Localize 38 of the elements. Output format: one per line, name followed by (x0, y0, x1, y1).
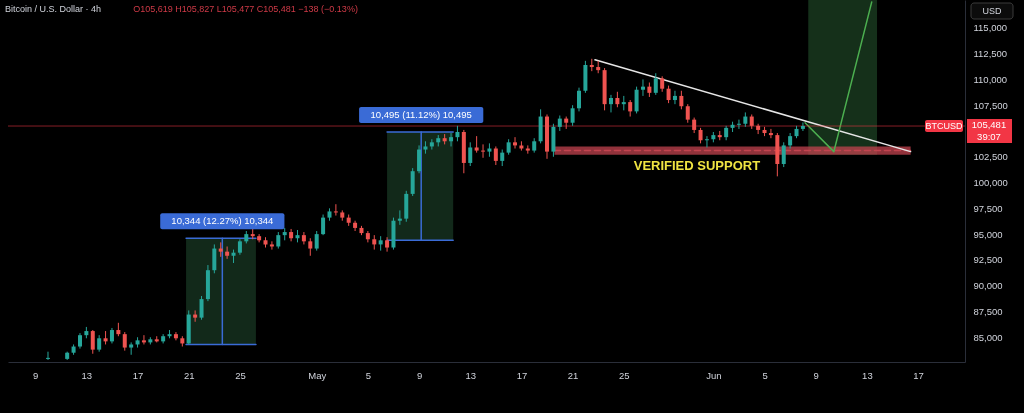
y-tick-label: 112,500 (973, 48, 1008, 60)
x-tick-label: 13 (465, 369, 477, 381)
x-tick-label: 5 (762, 369, 768, 381)
chart-subtitle: O105,619 H105,827 L105,477 C105,481 −138 (−0.13%) (133, 4, 358, 14)
x-tick-label: 13 (862, 369, 873, 381)
y-axis-title: USD (982, 6, 1002, 16)
y-tick-label: 100,000 (973, 177, 1008, 189)
y-tick-label: 92,500 (973, 254, 1003, 266)
y-tick-label: 97,500 (973, 202, 1003, 214)
y-tick-label: 115,000 (973, 22, 1008, 34)
x-tick-label: 25 (235, 369, 246, 381)
series-label: 10,344 (12.27%) 10,344 (171, 215, 274, 227)
series-label: VERIFIED SUPPORT (633, 157, 761, 173)
series-label: 10,495 (11.12%) 10,495 (370, 109, 472, 121)
y-tick-label: 102,500 (973, 151, 1008, 163)
ref-line-label: BTCUSD (925, 121, 963, 132)
x-tick-label: 9 (416, 369, 423, 381)
x-tick-label: 9 (33, 369, 39, 381)
chart-title: Bitcoin / U.S. Dollar · 4h (5, 4, 102, 14)
y-tick-label: 95,000 (973, 228, 1003, 240)
y-tick-label: 110,000 (973, 73, 1008, 85)
x-tick-label: Jun (706, 369, 722, 381)
x-tick-label: May (308, 369, 327, 381)
text: 105,481 (971, 119, 1007, 131)
x-tick-label: 17 (913, 369, 924, 381)
y-tick-label: 87,500 (973, 305, 1003, 317)
x-tick-label: 13 (81, 369, 93, 381)
y-tick-label: 107,500 (973, 99, 1008, 111)
x-tick-label: 25 (619, 369, 630, 381)
x-tick-label: 5 (365, 369, 372, 381)
x-tick-label: 17 (516, 369, 528, 381)
text: 39:07 (977, 131, 1001, 143)
x-tick-label: 21 (183, 369, 195, 381)
x-tick-label: 21 (567, 369, 579, 381)
y-tick-label: 90,000 (973, 280, 1003, 292)
y-tick-label: 85,000 (973, 331, 1003, 343)
x-tick-label: 9 (813, 369, 819, 381)
x-tick-label: 17 (132, 369, 144, 381)
